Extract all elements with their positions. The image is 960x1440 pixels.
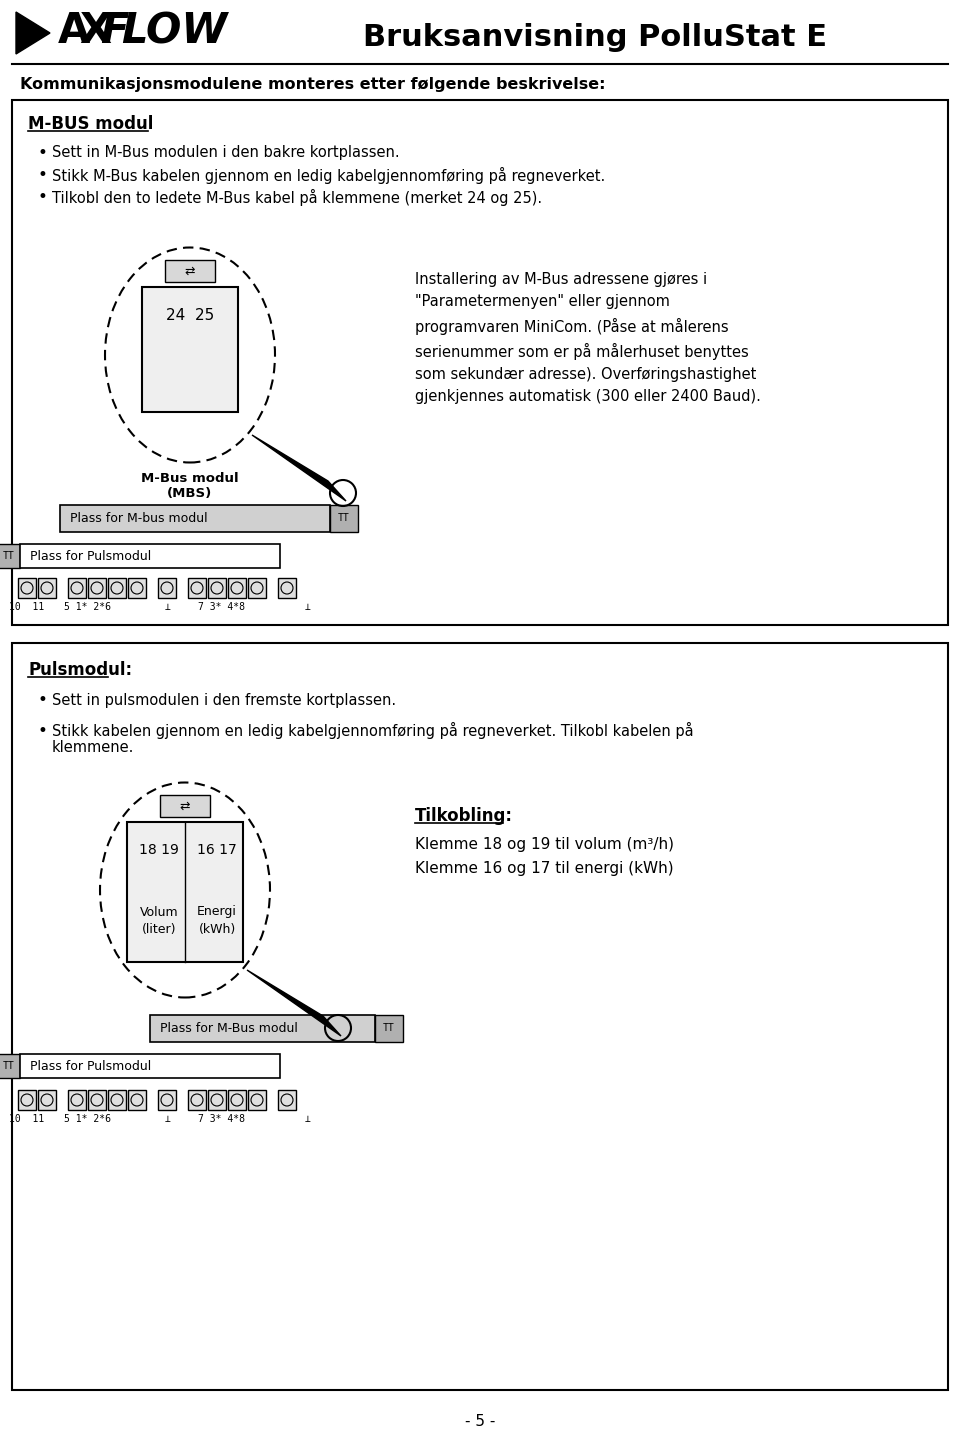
Text: ⊥: ⊥ bbox=[305, 602, 311, 612]
Text: 7 3* 4*8: 7 3* 4*8 bbox=[199, 602, 246, 612]
Text: Klemme 16 og 17 til energi (kWh): Klemme 16 og 17 til energi (kWh) bbox=[415, 861, 674, 876]
Bar bbox=[68, 577, 86, 598]
Text: TT: TT bbox=[383, 1022, 395, 1032]
Text: 10  11: 10 11 bbox=[10, 602, 44, 612]
Text: M-BUS modul: M-BUS modul bbox=[28, 115, 154, 132]
Text: Stikk kabelen gjennom en ledig kabelgjennomføring på regneverket. Tilkobl kabele: Stikk kabelen gjennom en ledig kabelgjen… bbox=[52, 721, 694, 739]
Text: ⇄: ⇄ bbox=[180, 799, 190, 812]
Bar bbox=[228, 577, 246, 598]
Text: Plass for M-Bus modul: Plass for M-Bus modul bbox=[160, 1021, 298, 1034]
Text: M-Bus modul: M-Bus modul bbox=[141, 471, 239, 484]
Bar bbox=[18, 577, 36, 598]
Bar bbox=[38, 1090, 56, 1110]
Bar bbox=[278, 1090, 296, 1110]
Text: Plass for Pulsmodul: Plass for Pulsmodul bbox=[30, 1060, 152, 1073]
Bar bbox=[20, 544, 280, 567]
Text: 5 1* 2*6: 5 1* 2*6 bbox=[64, 602, 111, 612]
Text: •: • bbox=[38, 721, 48, 740]
Text: Sett in pulsmodulen i den fremste kortplassen.: Sett in pulsmodulen i den fremste kortpl… bbox=[52, 693, 396, 707]
Text: Volum: Volum bbox=[140, 906, 179, 919]
Text: ⊥: ⊥ bbox=[165, 602, 171, 612]
Text: 16 17: 16 17 bbox=[197, 842, 237, 857]
Bar bbox=[188, 1090, 206, 1110]
Bar bbox=[20, 1054, 280, 1079]
Bar bbox=[278, 577, 296, 598]
Bar bbox=[12, 99, 948, 625]
Text: 18 19: 18 19 bbox=[139, 842, 179, 857]
Bar bbox=[228, 1090, 246, 1110]
Text: TT: TT bbox=[3, 552, 14, 562]
Bar bbox=[330, 505, 358, 531]
Bar bbox=[0, 1054, 20, 1079]
Text: Installering av M-Bus adressene gjøres i
"Parametermenyen" eller gjennom
program: Installering av M-Bus adressene gjøres i… bbox=[415, 272, 761, 405]
Text: LOW: LOW bbox=[121, 10, 228, 52]
Text: ⊥: ⊥ bbox=[165, 1115, 171, 1125]
Text: •: • bbox=[38, 691, 48, 708]
Text: Sett in M-Bus modulen i den bakre kortplassen.: Sett in M-Bus modulen i den bakre kortpl… bbox=[52, 145, 399, 160]
Text: (MBS): (MBS) bbox=[167, 488, 212, 501]
Text: (kWh): (kWh) bbox=[199, 923, 235, 936]
Bar bbox=[188, 577, 206, 598]
Text: •: • bbox=[38, 166, 48, 184]
Polygon shape bbox=[16, 12, 50, 53]
Bar bbox=[160, 795, 210, 816]
Bar bbox=[158, 577, 176, 598]
Text: Plass for M-bus modul: Plass for M-bus modul bbox=[70, 511, 207, 524]
Bar bbox=[108, 1090, 126, 1110]
Bar bbox=[38, 577, 56, 598]
Text: 7 3* 4*8: 7 3* 4*8 bbox=[199, 1115, 246, 1125]
Text: - 5 -: - 5 - bbox=[465, 1414, 495, 1430]
Text: •: • bbox=[38, 189, 48, 206]
Text: klemmene.: klemmene. bbox=[52, 740, 134, 755]
Bar bbox=[375, 1015, 403, 1043]
Text: ⇄: ⇄ bbox=[184, 265, 195, 278]
Text: ⊥: ⊥ bbox=[305, 1115, 311, 1125]
Text: Klemme 18 og 19 til volum (m³/h): Klemme 18 og 19 til volum (m³/h) bbox=[415, 838, 674, 852]
Text: Tilkobling:: Tilkobling: bbox=[415, 806, 513, 825]
Text: TT: TT bbox=[3, 1061, 14, 1071]
Bar bbox=[12, 644, 948, 1390]
Text: TT: TT bbox=[338, 513, 349, 523]
Bar bbox=[68, 1090, 86, 1110]
Text: A: A bbox=[58, 10, 90, 52]
Text: Stikk M-Bus kabelen gjennom en ledig kabelgjennomføring på regneverket.: Stikk M-Bus kabelen gjennom en ledig kab… bbox=[52, 167, 605, 183]
Text: 5 1* 2*6: 5 1* 2*6 bbox=[64, 1115, 111, 1125]
Text: Energi: Energi bbox=[197, 906, 237, 919]
Polygon shape bbox=[252, 435, 346, 501]
Bar bbox=[0, 544, 20, 567]
Bar bbox=[248, 577, 266, 598]
Text: 10  11: 10 11 bbox=[10, 1115, 44, 1125]
Bar bbox=[18, 1090, 36, 1110]
Text: Pulsmodul:: Pulsmodul: bbox=[28, 661, 132, 680]
Bar bbox=[88, 1090, 106, 1110]
Text: Plass for Pulsmodul: Plass for Pulsmodul bbox=[30, 550, 152, 563]
Bar bbox=[127, 822, 243, 962]
Text: F: F bbox=[100, 10, 129, 52]
Bar bbox=[88, 577, 106, 598]
Text: (liter): (liter) bbox=[142, 923, 177, 936]
Text: Tilkobl den to ledete M-Bus kabel på klemmene (merket 24 og 25).: Tilkobl den to ledete M-Bus kabel på kle… bbox=[52, 189, 542, 206]
Polygon shape bbox=[247, 971, 341, 1035]
Bar bbox=[208, 577, 226, 598]
Bar bbox=[208, 1090, 226, 1110]
Bar bbox=[128, 1090, 146, 1110]
Text: X: X bbox=[79, 10, 111, 52]
Text: Kommunikasjonsmodulene monteres etter følgende beskrivelse:: Kommunikasjonsmodulene monteres etter fø… bbox=[20, 76, 606, 92]
Bar bbox=[128, 577, 146, 598]
Text: 24  25: 24 25 bbox=[166, 308, 214, 323]
Bar bbox=[248, 1090, 266, 1110]
Bar bbox=[150, 1015, 375, 1043]
Bar bbox=[108, 577, 126, 598]
Bar bbox=[142, 287, 238, 412]
Text: •: • bbox=[38, 144, 48, 161]
Bar bbox=[165, 261, 215, 282]
Bar bbox=[158, 1090, 176, 1110]
Text: Bruksanvisning PolluStat E: Bruksanvisning PolluStat E bbox=[363, 23, 828, 52]
Bar bbox=[60, 505, 330, 531]
